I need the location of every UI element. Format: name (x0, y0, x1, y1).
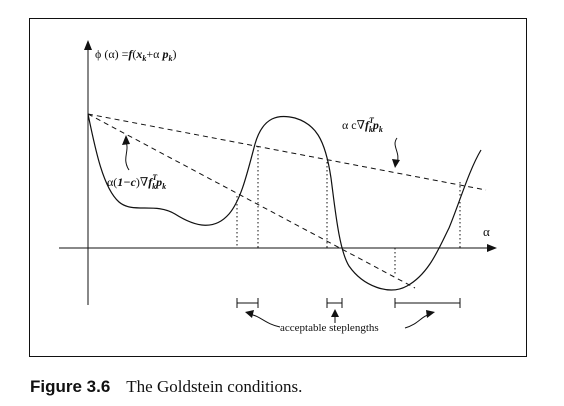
x-axis-label: α (483, 224, 490, 239)
x-axis-arrow (487, 244, 497, 252)
acceptable-interval-3 (394, 298, 461, 308)
upper-bound-line (87, 113, 487, 191)
lower-label-arrowhead (122, 135, 130, 145)
acceptable-interval-2 (326, 298, 343, 308)
figure-number: Figure 3.6 (30, 377, 111, 396)
interval-arrowhead-right (426, 310, 435, 318)
y-axis-arrow (84, 40, 92, 50)
goldstein-diagram: ϕ (α) =f(xk+α pk) α (29, 18, 527, 357)
figure: ϕ (α) =f(xk+α pk) α (29, 18, 527, 357)
interval-arrowhead-left (245, 310, 254, 318)
lower-bound-line (87, 113, 416, 289)
figure-caption-text: The Goldstein conditions. (126, 377, 303, 396)
interval-arrow-left (248, 313, 281, 328)
interval-arrowhead-middle (331, 309, 339, 317)
acceptable-interval-1 (236, 298, 259, 308)
figure-caption: Figure 3.6 The Goldstein conditions. (30, 377, 302, 397)
figure-border (29, 18, 527, 357)
upper-line-label: α c∇fT kpk (342, 116, 383, 134)
upper-label-arrowhead (392, 159, 400, 168)
phi-curve (87, 113, 482, 291)
lower-line-label: α(1−c)∇fT kpk (107, 173, 166, 191)
interval-label: acceptable steplengths (280, 322, 379, 334)
y-axis-label: ϕ (α) =f(xk+α pk) (95, 47, 176, 63)
